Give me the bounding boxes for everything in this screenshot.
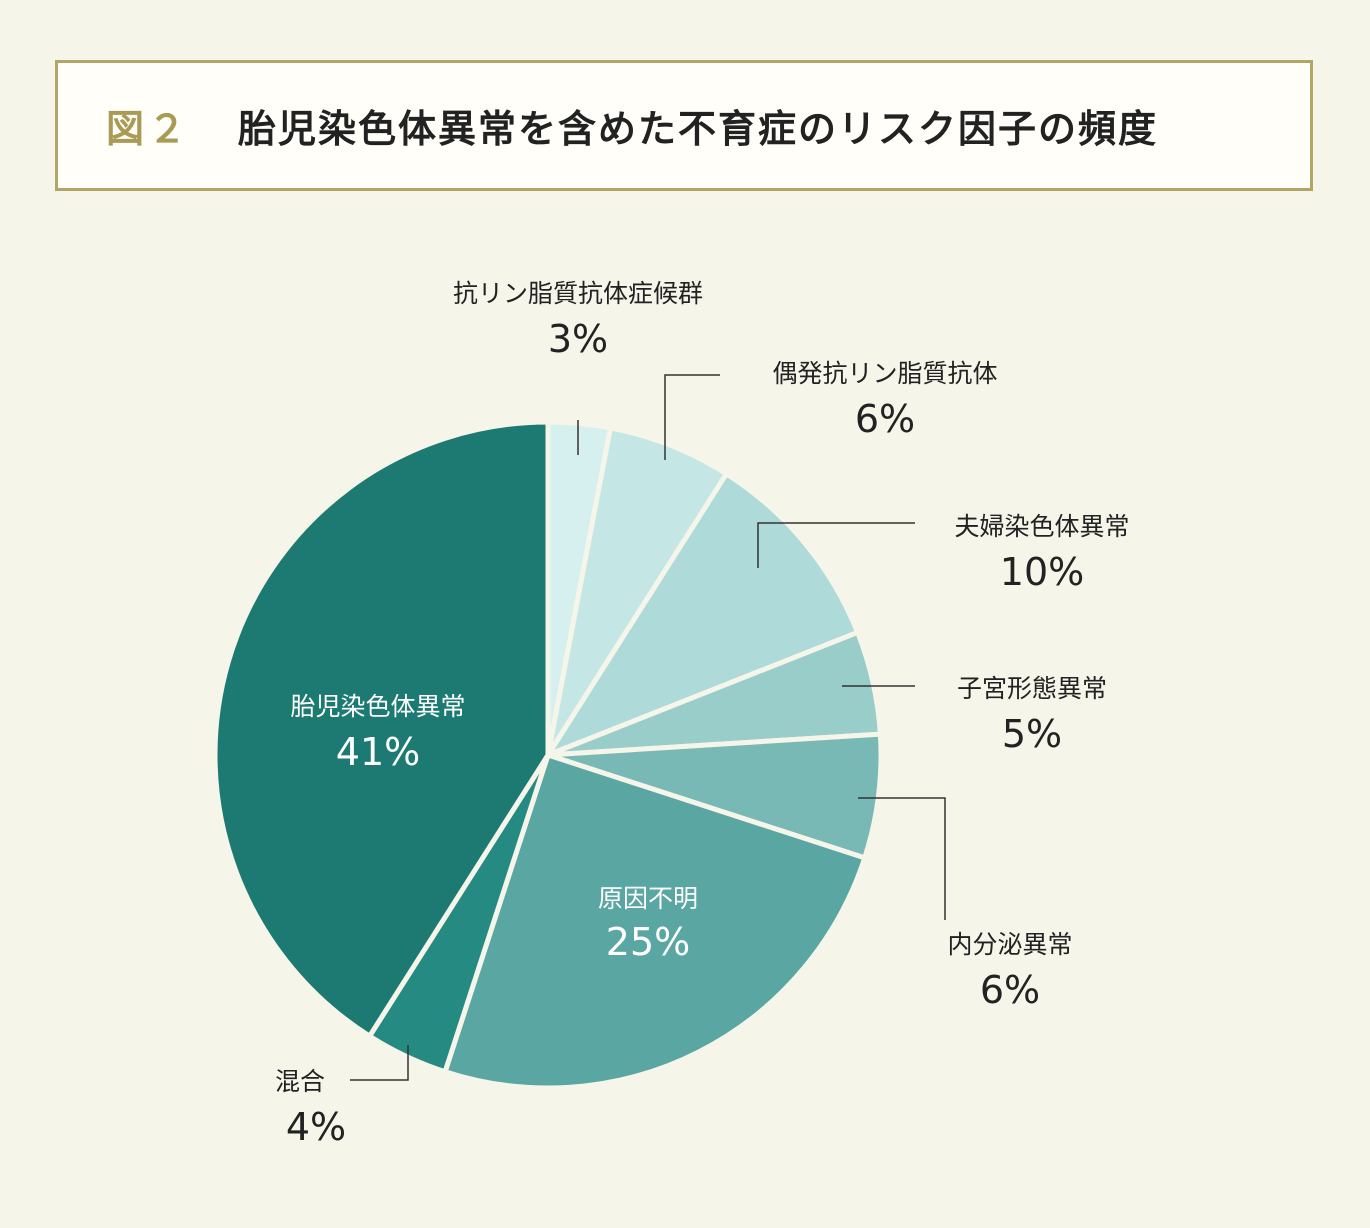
leader-line bbox=[757, 522, 915, 568]
figure-number: 図２ bbox=[106, 107, 191, 151]
slice-label: 内分泌異常 bbox=[947, 930, 1072, 959]
slice-value-label: 10% bbox=[1000, 550, 1084, 594]
slice-value-label: 6% bbox=[980, 968, 1040, 1012]
slice-label: 偶発抗リン脂質抗体 bbox=[772, 359, 997, 388]
slice-label: 混合 bbox=[275, 1067, 325, 1096]
pie-slice bbox=[442, 752, 868, 1091]
slice-label: 原因不明 bbox=[598, 884, 698, 913]
pie-labels: 抗リン脂質抗体症候群 3% 偶発抗リン脂質抗体 6% 夫婦染色体異常 10% 子宮形態異常 5… bbox=[275, 279, 1130, 1149]
pie-slice bbox=[212, 419, 551, 1039]
leader-line bbox=[350, 1045, 409, 1081]
title-box: 図２ 胎児染色体異常を含めた不育症のリスク因子の頻度 bbox=[55, 60, 1313, 191]
pie-slice bbox=[545, 471, 861, 758]
leader-line bbox=[664, 374, 720, 460]
slice-value-label: 4% bbox=[286, 1105, 346, 1149]
chart-title: 胎児染色体異常を含めた不育症のリスク因子の頻度 bbox=[238, 107, 1159, 151]
slice-label: 抗リン脂質抗体症候群 bbox=[453, 279, 703, 308]
slice-value-label: 5% bbox=[1002, 712, 1062, 756]
slice-value-label: 41% bbox=[336, 730, 420, 774]
slice-value-label: 3% bbox=[548, 317, 608, 361]
slice-value-label: 25% bbox=[606, 920, 690, 964]
slice-label: 夫婦染色体異常 bbox=[954, 512, 1129, 541]
pie-slices bbox=[212, 419, 884, 1091]
slice-label: 胎児染色体異常 bbox=[290, 692, 465, 721]
leader-line bbox=[858, 797, 946, 920]
slice-label: 子宮形態異常 bbox=[957, 674, 1107, 703]
slice-value-label: 6% bbox=[855, 397, 915, 441]
